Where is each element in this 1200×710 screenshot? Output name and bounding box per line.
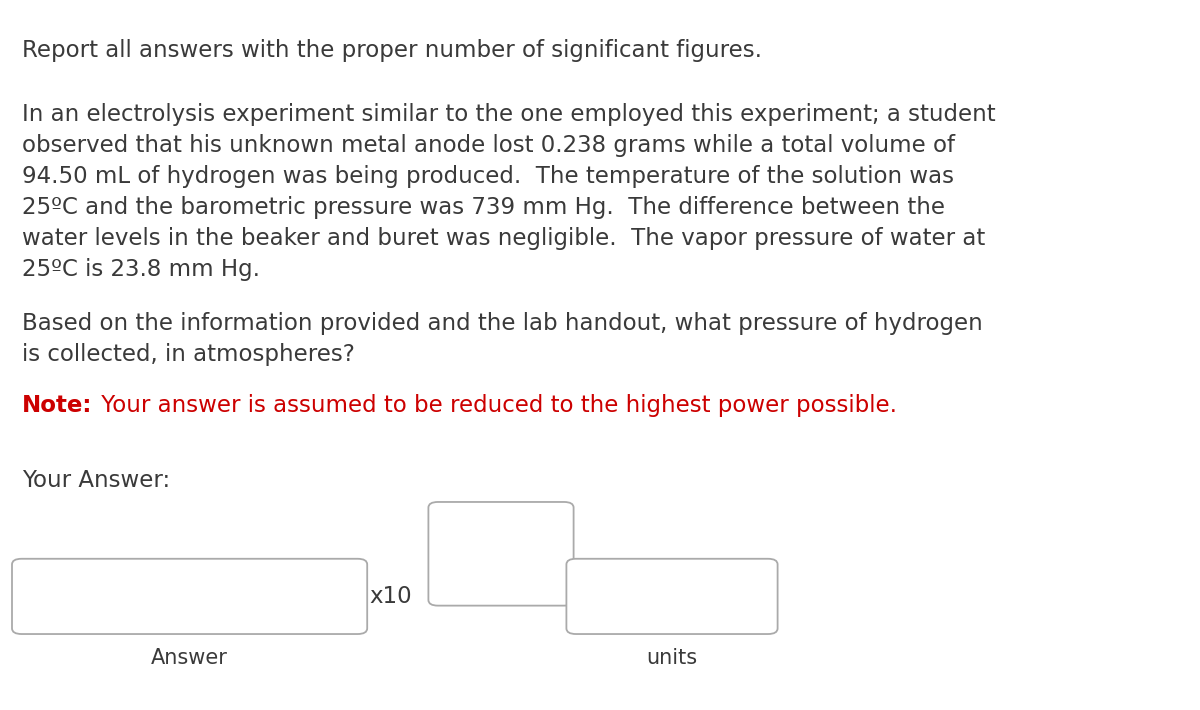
Text: Based on the information provided and the lab handout, what pressure of hydrogen: Based on the information provided and th…	[22, 312, 983, 366]
Text: units: units	[647, 648, 697, 667]
FancyBboxPatch shape	[12, 559, 367, 634]
Text: Report all answers with the proper number of significant figures.: Report all answers with the proper numbe…	[22, 39, 762, 62]
Text: x10: x10	[370, 585, 413, 608]
Text: Your answer is assumed to be reduced to the highest power possible.: Your answer is assumed to be reduced to …	[94, 394, 896, 417]
Text: Note:: Note:	[22, 394, 92, 417]
FancyBboxPatch shape	[428, 502, 574, 606]
Text: Answer: Answer	[151, 648, 228, 667]
Text: Your Answer:: Your Answer:	[22, 469, 169, 491]
FancyBboxPatch shape	[566, 559, 778, 634]
Text: In an electrolysis experiment similar to the one employed this experiment; a stu: In an electrolysis experiment similar to…	[22, 103, 995, 281]
